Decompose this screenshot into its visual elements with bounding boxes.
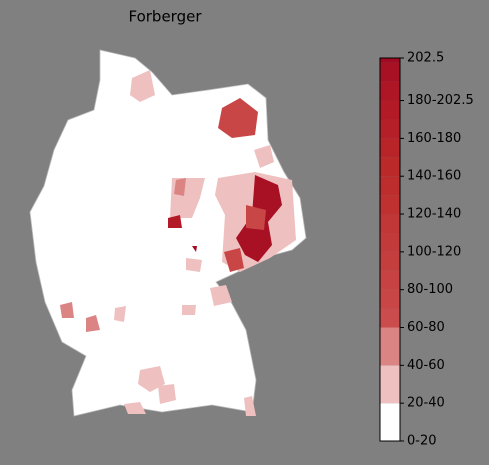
- map-title: Forberger: [128, 8, 202, 26]
- region: [186, 258, 202, 272]
- colorbar-segment: [380, 157, 400, 177]
- colorbar-tick-label: 202.5: [407, 51, 444, 66]
- region: [246, 205, 266, 230]
- region: [130, 70, 155, 102]
- region: [218, 98, 258, 138]
- colorbar-segment: [380, 62, 400, 82]
- colorbar: 202.5 180-202.5 160-180 140-160 120-140 100-1…: [379, 51, 474, 449]
- colorbar-segment: [380, 214, 400, 233]
- colorbar-segment: [380, 289, 400, 309]
- region: [86, 315, 100, 332]
- colorbar-tick-label: 180-202.5: [407, 93, 474, 108]
- region: [254, 145, 274, 168]
- region: [168, 215, 182, 228]
- germany-map: [29, 49, 307, 417]
- region: [244, 396, 256, 416]
- colorbar-segment: [380, 308, 400, 328]
- colorbar-tick-label: 160-180: [407, 131, 461, 146]
- colorbar-tick-label: 60-80: [407, 320, 445, 335]
- colorbar-segment: [380, 232, 400, 252]
- region: [124, 402, 146, 414]
- country-outline: [29, 49, 307, 417]
- colorbar-segment: [380, 251, 400, 271]
- colorbar-segment: [380, 58, 400, 63]
- colorbar-segment: [380, 195, 400, 215]
- region: [138, 366, 165, 392]
- region: [60, 302, 74, 318]
- colorbar-segment: [380, 81, 400, 101]
- region: [182, 305, 196, 315]
- colorbar-segment: [380, 100, 400, 120]
- colorbar-tick-label: 20-40: [407, 396, 445, 411]
- region: [224, 248, 244, 272]
- colorbar-segment: [380, 138, 400, 158]
- colorbar-segment: [380, 403, 400, 441]
- colorbar-tick-label: 100-120: [407, 244, 461, 259]
- region: [192, 246, 197, 252]
- colorbar-frame: [379, 57, 401, 442]
- colorbar-tick-label: 40-60: [407, 358, 445, 373]
- region: [114, 306, 126, 322]
- colorbar-segment: [380, 270, 400, 290]
- colorbar-tick-label: 140-160: [407, 169, 461, 184]
- colorbar-tick-label: 0-20: [407, 434, 437, 449]
- colorbar-tick-label: 120-140: [407, 207, 461, 222]
- region: [158, 384, 176, 404]
- colorbar-segment: [380, 327, 400, 366]
- colorbar-tick-label: 80-100: [407, 282, 453, 297]
- region: [174, 178, 186, 196]
- colorbar-segment: [380, 365, 400, 404]
- region: [210, 285, 232, 306]
- colorbar-segment: [380, 119, 400, 139]
- colorbar-segment: [380, 176, 400, 196]
